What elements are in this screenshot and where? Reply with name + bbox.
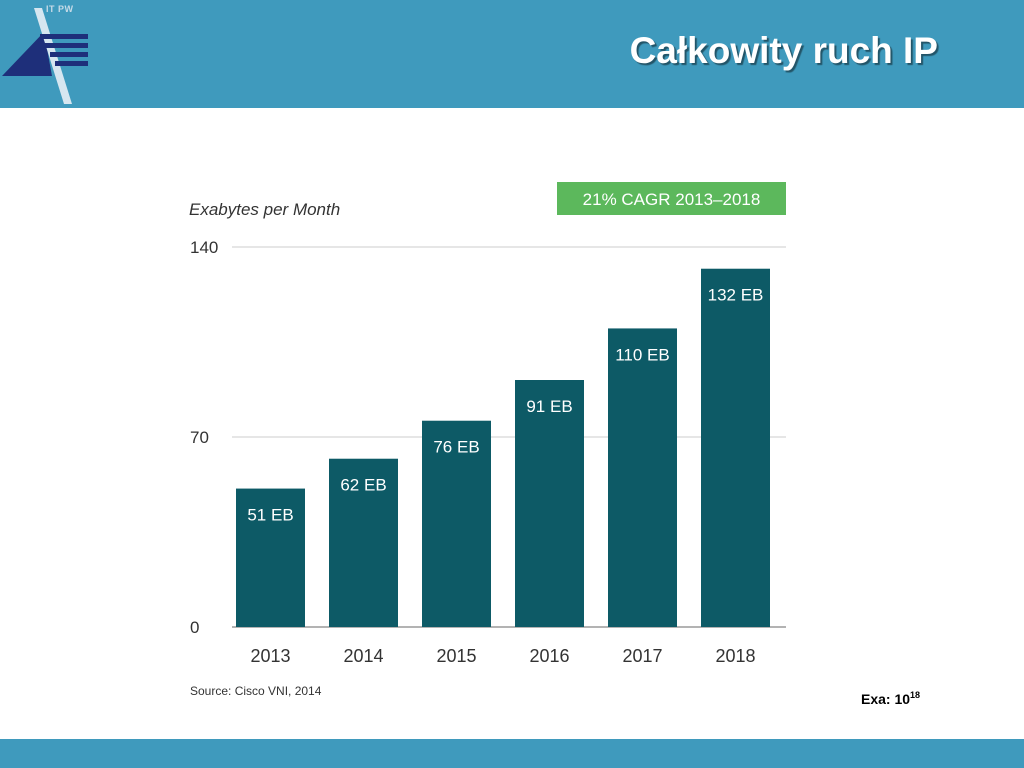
bar-data-label: 76 EB xyxy=(433,438,479,457)
x-tick-label: 2013 xyxy=(250,646,290,666)
y-axis-ticks: 0 70 140 xyxy=(190,238,218,637)
y-axis-label: Exabytes per Month xyxy=(189,200,340,219)
source-note: Source: Cisco VNI, 2014 xyxy=(190,684,322,698)
bar-2016 xyxy=(515,380,584,627)
exa-note-base: Exa: 10 xyxy=(861,691,911,707)
bar-2015 xyxy=(422,420,491,627)
x-axis-ticks: 2013 2014 2015 2016 2017 2018 xyxy=(250,646,755,666)
x-tick-label: 2016 xyxy=(529,646,569,666)
bar-data-label: 132 EB xyxy=(708,286,764,305)
grid-lines xyxy=(232,246,786,628)
cagr-badge-text: 21% CAGR 2013–2018 xyxy=(583,190,761,209)
exa-note: Exa: 1018 xyxy=(861,690,920,707)
bar-2014 xyxy=(329,458,398,627)
y-tick-label: 0 xyxy=(190,618,199,637)
bars: 51 EB 62 EB 76 EB 91 EB 110 EB 132 EB xyxy=(236,268,770,627)
y-tick-label: 140 xyxy=(190,238,218,257)
bar-data-label: 51 EB xyxy=(247,506,293,525)
footer-bar xyxy=(0,739,1024,768)
bar-data-label: 110 EB xyxy=(615,345,670,364)
bar-2013 xyxy=(236,488,305,627)
x-tick-label: 2018 xyxy=(715,646,755,666)
bar-2017 xyxy=(608,328,677,627)
slide-title: Całkowity ruch IP xyxy=(629,30,938,71)
logo-text: IT PW xyxy=(46,4,74,14)
x-tick-label: 2017 xyxy=(622,646,662,666)
bar-data-label: 62 EB xyxy=(340,476,386,495)
exa-note-exponent: 18 xyxy=(910,690,921,700)
bar-data-label: 91 EB xyxy=(526,397,572,416)
cagr-badge: 21% CAGR 2013–2018 xyxy=(557,182,786,215)
it-pw-logo xyxy=(2,8,88,104)
y-tick-label: 70 xyxy=(190,428,209,447)
traffic-bar-chart: Exabytes per Month 21% CAGR 2013–2018 0 7… xyxy=(189,182,786,698)
bar-2018 xyxy=(701,268,770,627)
header-bar: IT PW Całkowity ruch IP xyxy=(0,0,1024,108)
x-tick-label: 2014 xyxy=(343,646,383,666)
x-tick-label: 2015 xyxy=(436,646,476,666)
cagr-badge-background xyxy=(557,182,786,215)
